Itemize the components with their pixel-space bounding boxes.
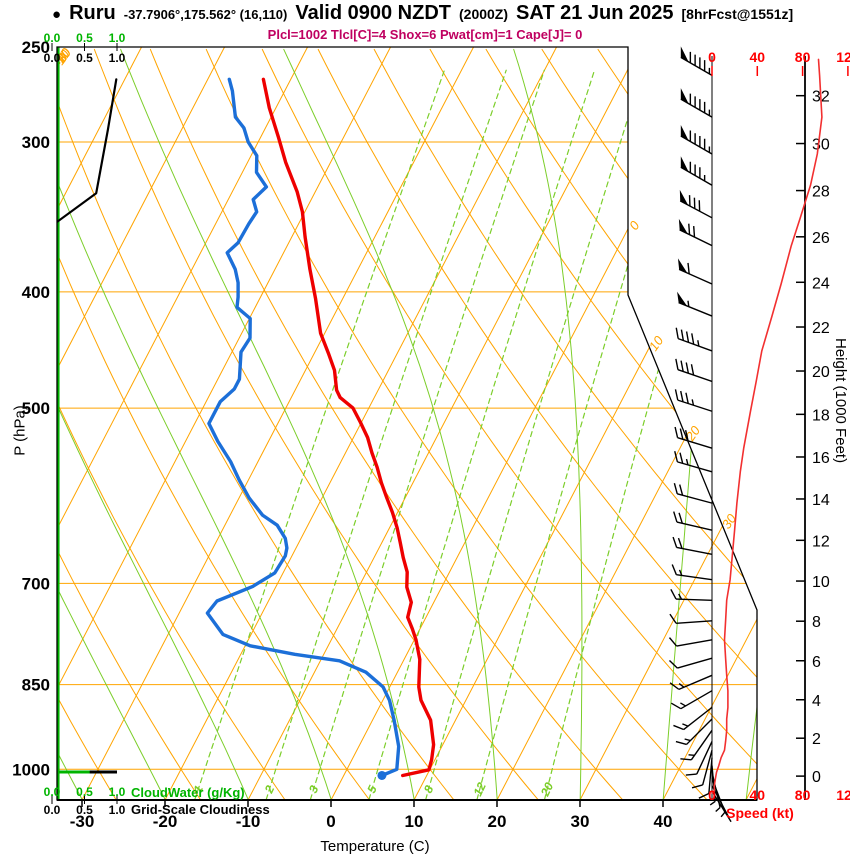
cloudwater-label: CloudWater (g/Kg) [131,785,245,800]
height-tick-label: 28 [812,184,830,201]
cloudwater-scale-top: 1.0 [109,31,126,45]
valid-date: SAT 21 Jun 2025 [516,2,674,24]
height-tick-label: 4 [812,693,821,710]
title-bar: ● Ruru -37.7906°,175.562° (16,110) Valid… [52,2,793,25]
temp-tick-label: -20 [153,812,178,831]
sounding-params: Plcl=1002 Tlcl[C]=4 Shox=6 Pwat[cm]=1 Ca… [267,27,583,42]
height-tick-label: 26 [812,230,830,247]
speed-tick-label-top: 0 [708,49,716,65]
cloud-profiles [57,47,118,799]
cloudwater-scale-top: 0.0 [44,31,61,45]
temp-tick-label: 20 [488,812,507,831]
temp-tick-label: 10 [405,812,424,831]
pressure-tick-label: 300 [22,133,50,152]
height-axis-label: Height (1000 Feet) [832,338,849,464]
cloudwater-scale-bottom: 1.0 [109,785,126,799]
cloudiness-scale-top: 1.0 [109,51,126,65]
valid-zulu: (2000Z) [459,6,509,22]
height-tick-label: 8 [812,614,821,631]
cloudiness-scale-top: 0.0 [44,51,61,65]
gridscale-label: Grid-Scale Cloudiness [131,802,270,817]
barb-pennant [680,88,689,104]
pressure-axis: 250 300 400 500 700 850 1000 [12,38,50,779]
height-tick-label: 14 [812,492,830,509]
barb-pennant [679,189,689,206]
station-coords: -37.7906°,175.562° (16,110) [123,7,288,22]
mixing-ratio-label: 5 [364,783,380,795]
temp-tick-label: 30 [571,812,590,831]
barb-pennant [678,218,688,234]
mixing-ratio-label: 3 [306,783,322,795]
speed-curve [711,58,823,795]
cloudiness-scale-bottom: 0.0 [44,803,61,817]
speed-tick-label-bottom: 120 [836,787,850,803]
height-tick-label: 30 [812,137,830,154]
mixing-ratio-label: 20 [537,780,556,799]
station-name: Ruru [69,2,116,24]
temp-tick-label: 40 [654,812,673,831]
speed-tick-label-bottom: 40 [750,787,766,803]
pressure-tick-label: 400 [22,283,50,302]
temp-tick-label: -30 [70,812,95,831]
barb-pennant [677,258,688,274]
speed-tick-label-top: 80 [795,49,811,65]
temp-axis: -30 -20 -10 0 10 20 30 40 [70,800,673,831]
barb-pennant [680,156,689,172]
speed-tick-label-bottom: 0 [708,787,716,803]
temp-axis-label: Temperature (C) [320,838,430,855]
height-tick-label: 2 [812,731,821,748]
height-tick-label: 16 [812,450,830,467]
pressure-tick-label: 700 [22,574,50,593]
height-tick-label: 12 [812,533,830,550]
mixing-ratio-label: 8 [421,783,437,795]
forecast-tag: [8hrFcst@1551z] [681,6,794,22]
valid-time: Valid 0900 NZDT [295,2,451,24]
mixing-ratio-label: 12 [471,780,489,798]
height-tick-label: 22 [812,320,830,337]
cloudiness-scale-top: 0.5 [76,51,93,65]
temp-tick-label: -10 [236,812,261,831]
cloudiness-scale-bottom: 1.0 [109,803,126,817]
pressure-tick-label: 1000 [12,760,50,779]
pressure-tick-label: 850 [22,676,50,695]
cloudwater-scale-top: 0.5 [76,31,93,45]
speed-axis: 0040408080120120 [708,49,850,803]
barb-pennant [680,125,689,141]
plot-frame [56,46,758,801]
speed-tick-label-bottom: 80 [795,787,811,803]
height-tick-label: 24 [812,275,830,292]
cloudwater-scale-bottom: 0.5 [76,785,93,799]
surface-dewpoint-marker [377,770,387,780]
height-tick-label: 20 [812,364,830,381]
temp-tick-label: 0 [326,812,335,831]
height-tick-label: 18 [812,407,830,424]
pressure-tick-label: 250 [22,38,50,57]
barb-pennant [680,46,689,62]
cloudwater-scale-bottom: 0.0 [44,785,61,799]
grid-lines [57,47,757,800]
height-tick-label: 0 [812,769,821,786]
height-tick-label: 6 [812,654,821,671]
cloudiness-scale-bottom: 0.5 [76,803,93,817]
barb-pennant [677,291,687,306]
pressure-axis-label: P (hPa) [11,405,29,456]
cloud-scales: 0.0 0.0 0.0 0.0 0.5 0.5 0.5 0.5 1.0 1.0 1.0 1.0 [44,31,126,817]
station-bullet-icon: ● [52,6,62,23]
speed-tick-label-top: 120 [836,49,850,65]
isotherm-label: 10 [646,333,667,354]
speed-tick-label-top: 40 [750,49,766,65]
speed-axis-label: Speed (kt) [726,805,794,821]
height-tick-label: 10 [812,574,830,591]
pressure-tick-label: 500 [22,399,50,418]
sounding-curves [205,77,436,780]
